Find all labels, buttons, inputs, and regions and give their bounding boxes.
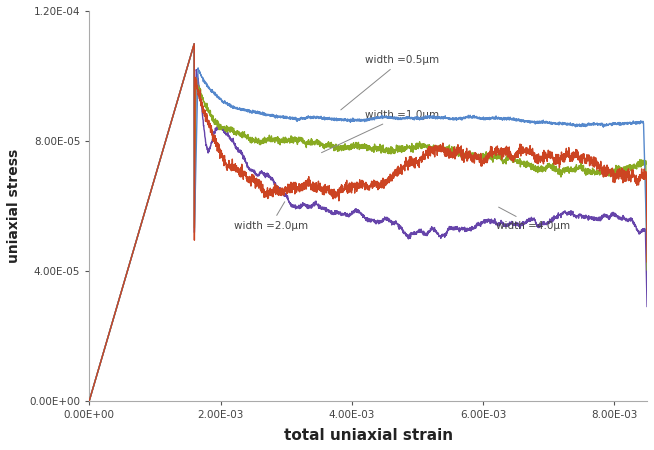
Text: width =4.0μm: width =4.0μm xyxy=(496,207,570,230)
Text: width =2.0μm: width =2.0μm xyxy=(233,202,308,230)
X-axis label: total uniaxial strain: total uniaxial strain xyxy=(284,428,453,443)
Y-axis label: uniaxial stress: uniaxial stress xyxy=(7,148,21,263)
Text: width =0.5μm: width =0.5μm xyxy=(341,55,439,110)
Text: width =1.0μm: width =1.0μm xyxy=(322,110,439,153)
